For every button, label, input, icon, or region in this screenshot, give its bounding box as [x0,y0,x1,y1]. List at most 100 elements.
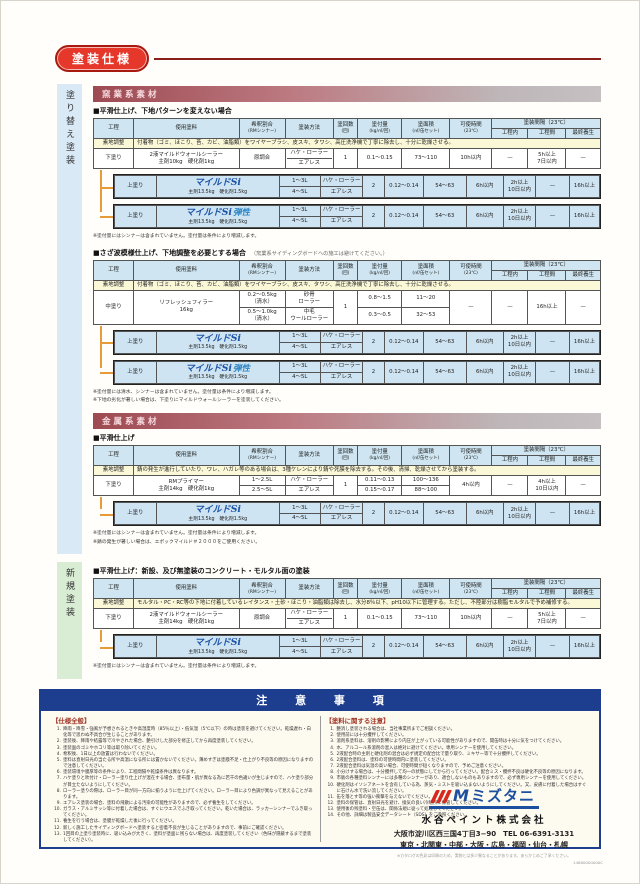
cell-line: 4〜5L [292,188,308,195]
cell-line: RMプライマー [168,478,204,485]
cell-line: 0.5〜1.0kg [247,308,277,315]
cell-line: ハケ・ローラー [322,363,361,370]
cell-line: 0.12〜0.14 [389,212,419,219]
spec-cell: 6h以内 [465,635,504,659]
cell-line: 素地調整 [102,140,125,147]
table-head: 工程 使用塗料 希釈割合 (RMシンナー) 塗装方法 塗回数 (回) 塗付量 (kg/㎡/回) 塗… [92,259,601,281]
brand-name-si: Si [221,207,233,218]
spec-cell: 6h以内 [465,175,504,198]
column-header-interval: 塗装間隔（23℃） [491,117,601,130]
cell-line: 付着物（ゴミ、ほこり、苔、カビ、油脂類）をワイヤーブラシ、皮スキ、タワシ、高圧洗… [137,281,454,288]
spec-cell: ハケ・ローラー [319,205,364,217]
spec-cell: — [491,475,529,497]
cell-line: 0.12〜0.14 [389,338,419,345]
header-subtext: (㎡/缶セット) [412,589,440,595]
spec-cell: 付着物（ゴミ、ほこり、苔、カビ、油脂類）をワイヤーブラシ、皮スキ、タワシ、高圧洗… [133,138,601,150]
cell-line: 上塗り [127,183,144,190]
table-note: ※錆の発生が著しい場合は、エポックマイルド＃２０００をご使用ください。 [93,539,261,545]
cell-line: 上塗り [127,643,144,650]
notice-item-number: 10. [54,807,61,813]
cell-line: 1〜3L [292,207,308,214]
topcoat-table: 上塗り マイルドSi弾性 主剤13.5kg 硬化剤1.5kg 1〜3L ハケ・ローラー 2… [114,205,601,228]
cell-line: エアレス [286,618,332,627]
notice-item-text: 塗装環境や膜厚等の条件により、工程間隔や乾燥条件は異なります。 [63,770,199,776]
spec-cell: 16h以上 [527,289,567,325]
spec-cell: — [534,205,570,228]
cell-line: 10日以内 [507,186,531,193]
spec-cell: エアレス [319,371,364,384]
table-body: 上塗り マイルドSi 主剤13.5kg 硬化剤1.5kg 1〜3L ハケ・ローラー 2 0.… [114,175,601,198]
notice-item: 6. 塗装環境や膜厚等の条件により、工程間隔や乾燥条件は異なります。 [52,770,315,776]
header-subtext: (kg/㎡/回) [369,589,390,595]
spec-cell: 4〜5L [278,215,321,228]
topcoat-group: 上塗り マイルドSi 主剤13.5kg 硬化剤1.5kg 1〜3L ハケ・ローラー 2 0.… [93,630,601,660]
header-subtext: (23℃) [463,129,478,135]
cell-line: 10日以内 [507,513,531,520]
column-header: 使用塗料 [133,117,240,140]
spec-cell: 0.1〜0.15 [357,148,403,170]
column-header: 塗回数 (回) [332,259,359,281]
header-text: 塗付量 [371,449,388,456]
topcoat-group: 上塗り マイルドSi 主剤13.5kg 硬化剤1.5kg 1〜3L ハケ・ローラー 2 0.… [93,497,601,526]
notice-item-number: 3. [330,739,335,745]
table-body: 上塗り マイルドSi弾性 主剤13.5kg 硬化剤1.5kg 1〜3L ハケ・ローラー 2… [114,360,601,384]
logo-wordmark: ミズタニ [470,786,535,805]
spec-cell: ハケ・ローラー [284,475,334,487]
spec-cell: ハケ・ローラー [319,175,364,188]
cell-line: — [549,643,556,650]
cell-line: — [549,212,556,219]
header-subtext: (回) [341,270,350,276]
header-text: 使用塗料 [175,451,198,458]
spec-cell: — [449,289,493,325]
notice-item: 4. 水、アルコール系溶剤の混入は絶対に避けてください。専用シンナーを使用してくだ… [326,746,589,752]
cell-line: 2h以上 [510,506,529,513]
cell-line: 砂骨 [303,291,315,298]
header-text: 工程 [108,451,119,458]
column-header: 塗装方法 [284,259,334,281]
header-text: 工程 [108,266,119,273]
cell-line: 16h以上 [573,338,595,345]
cell-line: 4〜5L [292,218,308,225]
spec-cell: 6h以内 [465,330,504,354]
cell-line: エアレス [286,158,332,167]
cell-line: 0.12〜0.14 [389,183,419,190]
notice-item-text: 缶を落とす等の強い衝撃を与えないでください。 [336,794,433,800]
column-header: 塗付量 (kg/㎡/回) [357,259,403,281]
spec-cell: 1 [332,608,359,630]
header-text: 希釈割合 [251,263,273,270]
cell-line: — [507,482,513,489]
cell-line: 1〜3L [292,333,308,340]
spec-cell: — [534,635,570,659]
spec-cell: 1 [332,289,359,325]
notice-item: 7. ハケ塗りと吹付け・ローラー塗り仕上げが混在する場合、塗布量・肌が異なる為に若… [52,776,315,788]
notice-title: 注 意 事 項 [39,689,601,712]
spec-cell: 2h以上 10日以内 [502,205,536,228]
topcoat-table: 上塗り マイルドSi 主剤13.5kg 硬化剤1.5kg 1〜3L ハケ・ローラー 2 0.… [114,330,601,354]
spec-cell: モルタル・PC・RC等の下地に付着しているレイタンス・土砂・ほこり・油脂類は除去… [133,598,601,610]
notice-item-number: 6. [330,757,335,763]
repaint-content: 窯業系素材 ■平滑仕上げ、下地パターンを変えない場合 工程 使用塗料 希釈割合 (RMシン… [92,84,601,554]
spec-cell: 6h以内 [465,502,504,525]
notice-item-number: 10. [327,782,335,788]
connector-line [100,170,112,212]
cell-line: 0.1〜0.15 [366,615,393,622]
spec-cell: 2 [362,635,385,659]
paint-brand-cell: マイルドSi 主剤13.5kg 硬化剤1.5kg [155,175,280,198]
cell-line: 16h以上 [573,643,595,650]
notice-item: 14. その他、詳細は製品安全データシート（SDS）をご参照ください。 [326,813,589,819]
spec-cell: 素地調整 [92,138,135,150]
spec-cell: — [534,360,570,384]
paint-amount: 主剤13.5kg 硬化剤1.5kg [188,219,248,225]
cell-line: 4〜5L [292,344,308,351]
column-header-interval: 塗装間隔（23℃） [491,578,601,590]
notice-item: 8. ローラー塗りの際は、ローラー目が同一方向に揃うように仕上げてください。ローラ… [52,789,315,801]
cell-line: ローラー [298,298,320,305]
spec-cell: 0.12〜0.14 [383,205,424,228]
notice-item: 3. 塗装面のゴミやホコリ等は取り除いてください。 [52,746,315,752]
notice-item: 6. 2液配合塗料は、塗料の可使時間内に塗装してください。 [326,758,589,764]
table-body: 上塗り マイルドSi 主剤13.5kg 硬化剤1.5kg 1〜3L ハケ・ローラー 2 0.… [114,330,601,354]
footer-fineprint: ※カタログの色彩は印刷のため、実物とは多少異なることがあります。あらかじめご了承… [396,853,572,858]
spec-cell: 16h以上 [568,175,601,198]
spec-row: 2.5〜5L エアレス 0.15〜0.17 88〜100 [94,485,601,497]
brand-name: マイルド [194,178,231,189]
